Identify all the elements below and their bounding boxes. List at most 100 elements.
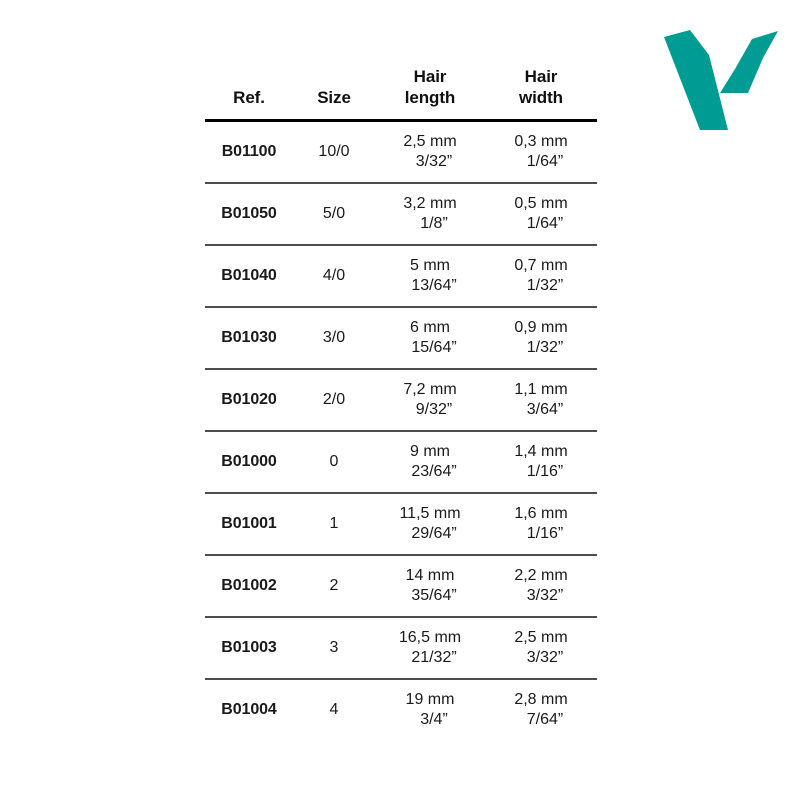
- table-row: B01003 3 16,5 mm 21/32” 2,5 mm 3/32”: [205, 617, 597, 679]
- v-logo-icon: [664, 30, 778, 130]
- cell-ref: B01004: [221, 701, 277, 718]
- hair-length-imperial: 21/32”: [411, 649, 457, 666]
- v-logo-left-stroke: [664, 30, 728, 130]
- hair-width-imperial: 1/64”: [526, 215, 564, 232]
- hair-length-metric: 2,5 mm: [403, 133, 457, 150]
- cell-hair-length: 19 mm 3/4”: [375, 679, 485, 740]
- table-header: Ref. Size Hair length Hair width: [205, 66, 597, 121]
- hair-width-metric: 1,4 mm: [514, 443, 568, 460]
- cell-hair-width: 1,6 mm 1/16”: [485, 493, 597, 555]
- hair-width-metric: 0,7 mm: [514, 257, 568, 274]
- table-row: B01020 2/0 7,2 mm 9/32” 1,1 mm 3/64”: [205, 369, 597, 431]
- v-logo-right-stroke: [720, 31, 778, 93]
- cell-ref: B01002: [221, 577, 277, 594]
- hair-width-metric: 0,5 mm: [514, 195, 568, 212]
- hair-length-imperial: 9/32”: [415, 401, 453, 418]
- cell-ref: B01030: [221, 329, 277, 346]
- column-header-ref-line1: Ref.: [233, 88, 265, 107]
- cell-size: 10/0: [318, 143, 350, 160]
- hair-length-metric: 19 mm: [405, 691, 455, 708]
- cell-hair-length: 14 mm 35/64”: [375, 555, 485, 617]
- column-header-hair-length-line1: Hair: [413, 67, 447, 86]
- hair-width-imperial: 1/64”: [526, 153, 564, 170]
- cell-size: 3/0: [322, 329, 346, 346]
- cell-size: 0: [329, 453, 339, 470]
- hair-length-metric: 6 mm: [410, 319, 450, 336]
- hair-width-metric: 1,6 mm: [514, 505, 568, 522]
- table-row: B01030 3/0 6 mm 15/64” 0,9 mm 1/32”: [205, 307, 597, 369]
- cell-hair-width: 1,1 mm 3/64”: [485, 369, 597, 431]
- cell-ref: B01050: [221, 205, 277, 222]
- cell-ref: B01040: [221, 267, 277, 284]
- hair-length-metric: 5 mm: [410, 257, 450, 274]
- hair-length-imperial: 3/32”: [415, 153, 453, 170]
- cell-ref: B01020: [221, 391, 277, 408]
- table-header-row: Ref. Size Hair length Hair width: [205, 66, 597, 121]
- cell-hair-width: 0,9 mm 1/32”: [485, 307, 597, 369]
- column-header-hair-width-line1: Hair: [524, 67, 558, 86]
- column-header-hair-length-line2: length: [404, 88, 456, 107]
- hair-length-imperial: 1/8”: [420, 215, 448, 232]
- table-row: B01001 1 11,5 mm 29/64” 1,6 mm 1/16”: [205, 493, 597, 555]
- cell-hair-width: 0,7 mm 1/32”: [485, 245, 597, 307]
- hair-width-metric: 0,3 mm: [514, 133, 568, 150]
- hair-width-metric: 2,5 mm: [514, 629, 568, 646]
- column-header-size: Size: [293, 66, 375, 121]
- hair-length-metric: 16,5 mm: [398, 629, 462, 646]
- table-row: B01002 2 14 mm 35/64” 2,2 mm 3/32”: [205, 555, 597, 617]
- column-header-hair-width: Hair width: [485, 66, 597, 121]
- cell-size: 1: [329, 515, 339, 532]
- hair-width-metric: 0,9 mm: [514, 319, 568, 336]
- cell-hair-length: 9 mm 23/64”: [375, 431, 485, 493]
- cell-ref: B01000: [221, 453, 277, 470]
- cell-hair-length: 2,5 mm 3/32”: [375, 121, 485, 184]
- spec-table-container: Ref. Size Hair length Hair width B01100 1…: [205, 66, 597, 740]
- hair-length-metric: 14 mm: [405, 567, 455, 584]
- hair-length-metric: 3,2 mm: [403, 195, 457, 212]
- cell-hair-width: 0,3 mm 1/64”: [485, 121, 597, 184]
- cell-hair-width: 2,5 mm 3/32”: [485, 617, 597, 679]
- cell-hair-width: 1,4 mm 1/16”: [485, 431, 597, 493]
- table-body: B01100 10/0 2,5 mm 3/32” 0,3 mm 1/64” B01050 5/…: [205, 121, 597, 741]
- table-row: B01040 4/0 5 mm 13/64” 0,7 mm 1/32”: [205, 245, 597, 307]
- cell-hair-length: 16,5 mm 21/32”: [375, 617, 485, 679]
- hair-length-metric: 11,5 mm: [399, 505, 461, 522]
- column-header-ref: Ref.: [205, 66, 293, 121]
- cell-hair-width: 0,5 mm 1/64”: [485, 183, 597, 245]
- hair-width-imperial: 3/64”: [526, 401, 564, 418]
- hair-width-metric: 1,1 mm: [514, 381, 568, 398]
- hair-width-imperial: 1/32”: [526, 339, 564, 356]
- cell-size: 2/0: [322, 391, 346, 408]
- column-header-size-line1: Size: [317, 88, 351, 107]
- hair-width-imperial: 1/32”: [526, 277, 564, 294]
- hair-length-imperial: 35/64”: [411, 587, 457, 604]
- hair-length-imperial: 15/64”: [411, 339, 457, 356]
- hair-length-imperial: 23/64”: [411, 463, 457, 480]
- hair-length-metric: 7,2 mm: [403, 381, 457, 398]
- hair-width-imperial: 3/32”: [526, 587, 564, 604]
- cell-size: 2: [329, 577, 339, 594]
- cell-hair-length: 7,2 mm 9/32”: [375, 369, 485, 431]
- table-row: B01004 4 19 mm 3/4” 2,8 mm 7/64”: [205, 679, 597, 740]
- cell-hair-width: 2,8 mm 7/64”: [485, 679, 597, 740]
- cell-hair-length: 5 mm 13/64”: [375, 245, 485, 307]
- table-row: B01000 0 9 mm 23/64” 1,4 mm 1/16”: [205, 431, 597, 493]
- cell-hair-width: 2,2 mm 3/32”: [485, 555, 597, 617]
- hair-width-imperial: 7/64”: [526, 711, 564, 728]
- table-row: B01050 5/0 3,2 mm 1/8” 0,5 mm 1/64”: [205, 183, 597, 245]
- cell-ref: B01100: [221, 143, 277, 160]
- cell-size: 4: [329, 701, 339, 718]
- cell-ref: B01001: [221, 515, 277, 532]
- hair-width-metric: 2,8 mm: [514, 691, 568, 708]
- cell-hair-length: 6 mm 15/64”: [375, 307, 485, 369]
- cell-size: 5/0: [322, 205, 346, 222]
- column-header-hair-width-line2: width: [519, 88, 563, 107]
- hair-width-imperial: 3/32”: [526, 649, 564, 666]
- hair-width-imperial: 1/16”: [526, 525, 564, 542]
- hair-length-imperial: 3/4”: [420, 711, 448, 728]
- cell-hair-length: 3,2 mm 1/8”: [375, 183, 485, 245]
- hair-length-imperial: 29/64”: [411, 525, 457, 542]
- hair-length-metric: 9 mm: [410, 443, 450, 460]
- hair-length-imperial: 13/64”: [411, 277, 457, 294]
- hair-spec-table: Ref. Size Hair length Hair width B01100 1…: [205, 66, 597, 740]
